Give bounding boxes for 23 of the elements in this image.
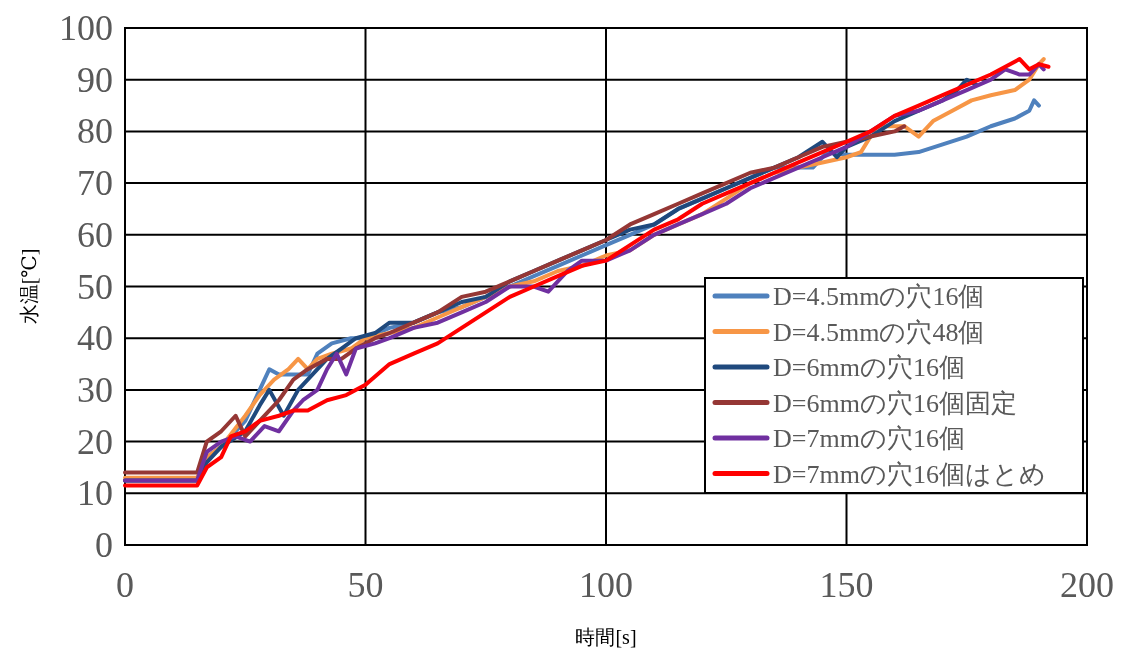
legend-label: D=4.5mmの穴48個 [773,317,985,347]
x-tick-label: 150 [819,565,874,605]
y-tick-label: 20 [77,421,113,462]
y-tick-label: 0 [95,525,113,565]
y-tick-label: 90 [77,59,113,100]
legend-label: D=6mmの穴16個固定 [773,388,1017,418]
x-tick-label: 100 [579,565,633,605]
y-tick-label: 40 [77,318,113,359]
y-tick-label: 80 [77,111,113,152]
y-tick-label: 30 [77,369,113,410]
y-tick-label: 10 [77,473,113,514]
legend-label: D=6mmの穴16個 [773,353,965,382]
y-tick-label: 100 [59,8,113,48]
x-tick-label: 50 [347,565,384,605]
y-tick-label: 60 [77,214,113,255]
x-tick-label: 200 [1060,565,1114,605]
legend-label: D=4.5mmの穴16個 [773,282,985,311]
y-tick-label: 70 [77,163,113,204]
y-axis-title: 水温[℃] [18,248,40,325]
y-tick-label: 50 [77,266,113,307]
x-axis-title: 時間[s] [575,626,637,648]
legend-label: D=7mmの穴16個はとめ [773,459,1046,489]
legend-label: D=7mmの穴16個 [773,424,965,453]
